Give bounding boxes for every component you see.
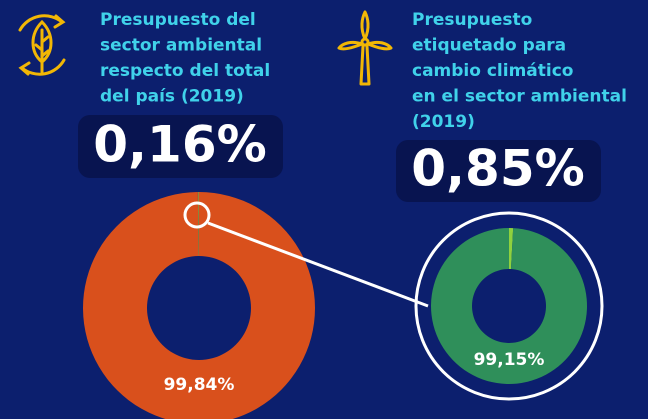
value-box	[396, 140, 601, 202]
highlight-circle	[183, 201, 211, 229]
donut-slice	[509, 228, 514, 270]
heading-line: etiquetado para	[412, 36, 566, 56]
heading-line: (2019)	[412, 112, 475, 132]
donut-label: 99,84%	[164, 375, 235, 395]
wind-turbine-icon	[337, 10, 393, 86]
zoom-circle	[414, 211, 604, 401]
leaf-icon	[18, 14, 66, 76]
heading-line: Presupuesto del	[100, 10, 256, 30]
heading-line: en el sector ambiental	[412, 87, 627, 107]
donut-slice	[83, 192, 315, 419]
big-value: 0,16%	[93, 116, 266, 174]
heading-line: respecto del total	[100, 61, 270, 81]
donut-slice	[197, 192, 199, 257]
heading-line: Presupuesto	[412, 10, 532, 30]
connector-line	[207, 221, 429, 308]
heading-line: sector ambiental	[100, 36, 262, 56]
big-value: 0,85%	[411, 140, 584, 198]
donut-label: 99,15%	[474, 350, 545, 370]
donut-slice	[430, 228, 587, 385]
heading-line: cambio climático	[412, 61, 573, 81]
heading-line: del país (2019)	[100, 87, 244, 107]
value-box	[78, 115, 283, 178]
